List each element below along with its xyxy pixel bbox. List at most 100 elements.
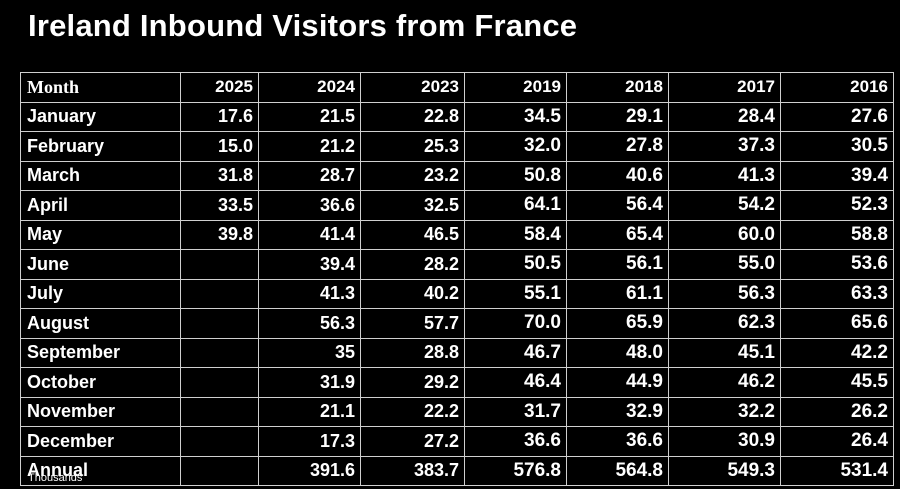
table-cell: 30.5 bbox=[780, 131, 894, 162]
table-cell: 65.4 bbox=[566, 219, 669, 250]
table-cell: 34.5 bbox=[464, 101, 567, 132]
table-cell: 58.4 bbox=[464, 219, 567, 250]
table-cell: 44.9 bbox=[566, 367, 669, 398]
column-header-year: 2017 bbox=[668, 72, 781, 103]
table-cell: 549.3 bbox=[668, 455, 781, 486]
table-cell: 21.2 bbox=[258, 131, 361, 162]
table-cell: 564.8 bbox=[566, 455, 669, 486]
table-cell: 52.3 bbox=[780, 190, 894, 221]
column-header-year: 2019 bbox=[464, 72, 567, 103]
table-cell: 29.1 bbox=[566, 101, 669, 132]
table-cell: 37.3 bbox=[668, 131, 781, 162]
row-label: October bbox=[20, 367, 181, 398]
table-cell bbox=[180, 249, 259, 280]
table-row: October 31.9 29.2 46.4 44.9 46.2 45.5 bbox=[20, 367, 894, 398]
table-cell: 28.8 bbox=[360, 337, 465, 368]
table-row: April 33.5 36.6 32.5 64.1 56.4 54.2 52.3 bbox=[20, 190, 894, 221]
units-footnote: Thousands bbox=[28, 472, 83, 484]
table-row: June 39.4 28.2 50.5 56.1 55.0 53.6 bbox=[20, 249, 894, 280]
table-cell: 531.4 bbox=[780, 455, 894, 486]
table-row: November 21.1 22.2 31.7 32.9 32.2 26.2 bbox=[20, 396, 894, 427]
column-header-month: Month bbox=[20, 72, 181, 103]
table-cell: 62.3 bbox=[668, 308, 781, 339]
table-cell bbox=[180, 308, 259, 339]
table-cell: 39.4 bbox=[780, 160, 894, 191]
table-cell: 40.2 bbox=[360, 278, 465, 309]
row-label: Annual bbox=[20, 455, 181, 486]
table-cell: 32.5 bbox=[360, 190, 465, 221]
row-label: November bbox=[20, 396, 181, 427]
table-row: July 41.3 40.2 55.1 61.1 56.3 63.3 bbox=[20, 278, 894, 309]
table-cell: 58.8 bbox=[780, 219, 894, 250]
table-cell: 46.5 bbox=[360, 219, 465, 250]
table-cell: 64.1 bbox=[464, 190, 567, 221]
row-label: January bbox=[20, 101, 181, 132]
table-cell: 36.6 bbox=[258, 190, 361, 221]
table-cell: 28.7 bbox=[258, 160, 361, 191]
row-label: February bbox=[20, 131, 181, 162]
table-row: March 31.8 28.7 23.2 50.8 40.6 41.3 39.4 bbox=[20, 160, 894, 191]
table-cell: 36.6 bbox=[464, 426, 567, 457]
table-row: December 17.3 27.2 36.6 36.6 30.9 26.4 bbox=[20, 426, 894, 457]
table-cell: 46.7 bbox=[464, 337, 567, 368]
table-cell: 28.2 bbox=[360, 249, 465, 280]
table-cell bbox=[180, 455, 259, 486]
table-cell: 35 bbox=[258, 337, 361, 368]
column-header-year: 2025 bbox=[180, 72, 259, 103]
row-label: December bbox=[20, 426, 181, 457]
table-cell: 36.6 bbox=[566, 426, 669, 457]
table-cell: 40.6 bbox=[566, 160, 669, 191]
table-cell: 17.6 bbox=[180, 101, 259, 132]
table-cell: 22.8 bbox=[360, 101, 465, 132]
table-row: May 39.8 41.4 46.5 58.4 65.4 60.0 58.8 bbox=[20, 219, 894, 250]
table-cell: 56.4 bbox=[566, 190, 669, 221]
visitors-table: Month 2025 2024 2023 2019 2018 2017 2016 Januar… bbox=[20, 72, 894, 486]
table-cell bbox=[180, 367, 259, 398]
table-cell: 26.4 bbox=[780, 426, 894, 457]
table-cell: 65.6 bbox=[780, 308, 894, 339]
table-cell: 55.0 bbox=[668, 249, 781, 280]
table-cell: 39.8 bbox=[180, 219, 259, 250]
table-cell: 48.0 bbox=[566, 337, 669, 368]
table-cell: 41.3 bbox=[258, 278, 361, 309]
table-cell: 27.6 bbox=[780, 101, 894, 132]
table-cell bbox=[180, 396, 259, 427]
table-cell: 33.5 bbox=[180, 190, 259, 221]
table-cell: 32.0 bbox=[464, 131, 567, 162]
table-cell: 53.6 bbox=[780, 249, 894, 280]
table-cell: 54.2 bbox=[668, 190, 781, 221]
table-row: Annual 391.6 383.7 576.8 564.8 549.3 531.4 bbox=[20, 455, 894, 486]
table-cell: 50.5 bbox=[464, 249, 567, 280]
table-cell: 56.3 bbox=[668, 278, 781, 309]
table-cell: 57.7 bbox=[360, 308, 465, 339]
table-cell: 22.2 bbox=[360, 396, 465, 427]
row-label: August bbox=[20, 308, 181, 339]
table-row: September 35 28.8 46.7 48.0 45.1 42.2 bbox=[20, 337, 894, 368]
table-cell: 576.8 bbox=[464, 455, 567, 486]
column-header-year: 2016 bbox=[780, 72, 894, 103]
table-cell: 56.1 bbox=[566, 249, 669, 280]
column-header-year: 2018 bbox=[566, 72, 669, 103]
table-cell: 21.5 bbox=[258, 101, 361, 132]
table-cell: 63.3 bbox=[780, 278, 894, 309]
table-cell: 21.1 bbox=[258, 396, 361, 427]
row-label: May bbox=[20, 219, 181, 250]
table-cell: 32.9 bbox=[566, 396, 669, 427]
table-cell: 28.4 bbox=[668, 101, 781, 132]
table-cell bbox=[180, 426, 259, 457]
table-cell: 391.6 bbox=[258, 455, 361, 486]
table-cell: 31.7 bbox=[464, 396, 567, 427]
table-cell: 32.2 bbox=[668, 396, 781, 427]
row-label: March bbox=[20, 160, 181, 191]
row-label: April bbox=[20, 190, 181, 221]
table-cell: 23.2 bbox=[360, 160, 465, 191]
table-cell: 15.0 bbox=[180, 131, 259, 162]
table-cell: 25.3 bbox=[360, 131, 465, 162]
table-cell: 65.9 bbox=[566, 308, 669, 339]
table-cell: 39.4 bbox=[258, 249, 361, 280]
table-cell: 31.8 bbox=[180, 160, 259, 191]
table-cell: 383.7 bbox=[360, 455, 465, 486]
table-cell: 70.0 bbox=[464, 308, 567, 339]
column-header-year: 2024 bbox=[258, 72, 361, 103]
table-cell: 60.0 bbox=[668, 219, 781, 250]
